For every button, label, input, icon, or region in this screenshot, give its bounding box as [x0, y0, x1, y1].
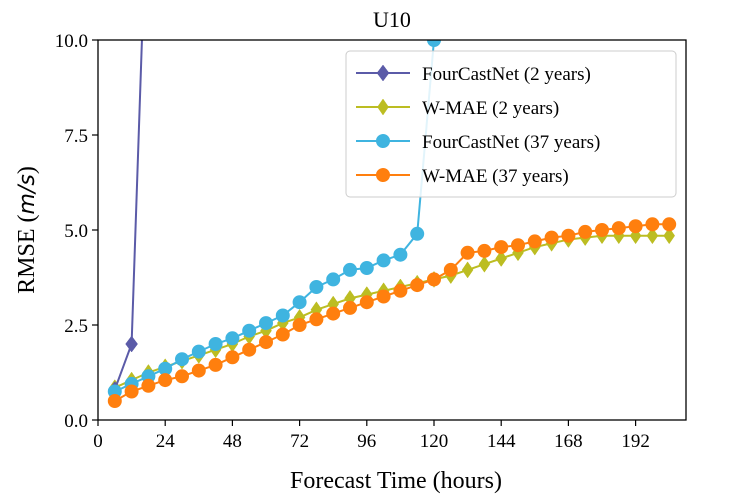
legend-label: W-MAE (37 years)	[422, 166, 569, 187]
data-point	[427, 40, 441, 47]
data-point	[495, 250, 508, 267]
data-point	[309, 312, 324, 327]
data-point	[578, 224, 593, 239]
data-point	[376, 289, 391, 304]
x-tick-label: 144	[487, 431, 516, 452]
data-point	[461, 261, 474, 279]
data-point	[427, 272, 441, 287]
data-point	[259, 335, 273, 350]
legend: FourCastNet (2 years) W-MAE (2 years) Four…	[345, 50, 677, 198]
data-point	[292, 295, 307, 310]
legend-marker	[376, 134, 390, 148]
data-point	[141, 378, 156, 393]
legend-frame	[345, 50, 677, 198]
y-label-unit: m/s	[15, 174, 40, 214]
data-point	[225, 331, 240, 346]
legend-marker	[376, 168, 390, 182]
data-point	[225, 350, 240, 365]
data-point	[191, 344, 206, 359]
data-point	[595, 223, 609, 237]
chart-title: U10	[373, 7, 411, 32]
data-point	[359, 261, 374, 275]
x-tick-label: 48	[223, 431, 242, 452]
y-tick-label: 10.0	[55, 31, 88, 52]
y-tick-label: 0.0	[64, 411, 88, 432]
data-point	[191, 363, 206, 378]
x-tick-label: 120	[420, 431, 449, 452]
legend-item: FourCastNet (2 years)	[356, 64, 591, 85]
series-line	[113, 40, 143, 390]
legend-label: FourCastNet (2 years)	[422, 64, 591, 85]
data-point	[124, 384, 139, 399]
data-point	[646, 227, 659, 245]
data-point	[309, 280, 324, 294]
legend-item: FourCastNet (37 years)	[356, 132, 600, 153]
data-point	[175, 352, 189, 367]
data-point	[410, 226, 425, 241]
data-point	[561, 228, 576, 243]
y-label-suffix: )	[14, 166, 40, 174]
data-point	[208, 357, 223, 372]
data-point	[107, 394, 122, 408]
data-point	[376, 253, 391, 268]
data-point	[410, 278, 425, 293]
data-point	[478, 255, 491, 273]
data-point	[275, 308, 290, 323]
tick-layer: 0 24 48 72 96 120 144 168 192 0.0 2.5 5.0 7.5 10.0	[55, 31, 650, 452]
data-point	[544, 230, 559, 245]
data-point	[494, 240, 509, 255]
data-point	[460, 245, 475, 260]
series-0	[108, 40, 143, 399]
series-layer	[107, 40, 677, 408]
data-point	[477, 243, 492, 258]
data-point	[125, 335, 138, 353]
data-point	[292, 318, 307, 332]
data-point	[242, 323, 257, 338]
data-point	[343, 300, 357, 315]
series-line	[114, 223, 670, 402]
data-point	[343, 262, 357, 277]
data-point	[393, 247, 408, 262]
data-point	[393, 283, 408, 298]
x-axis-label: Forecast Time (hours)	[290, 468, 502, 494]
data-point	[208, 337, 223, 351]
data-point	[663, 227, 676, 245]
data-point	[326, 272, 341, 287]
x-tick-label: 24	[156, 431, 176, 452]
data-point	[443, 262, 458, 277]
x-tick-label: 96	[357, 431, 376, 452]
data-point	[645, 217, 660, 232]
data-point	[242, 342, 257, 357]
legend-item: W-MAE (2 years)	[356, 98, 559, 119]
data-point	[662, 217, 677, 232]
series-line	[114, 234, 670, 389]
data-point	[158, 373, 173, 388]
x-tick-label: 72	[290, 431, 309, 452]
data-point	[511, 238, 525, 253]
data-point	[611, 221, 626, 236]
x-tick-label: 0	[93, 431, 103, 452]
data-point	[275, 327, 290, 342]
legend-item: W-MAE (37 years)	[356, 166, 569, 187]
x-tick-label: 168	[554, 431, 583, 452]
legend-label: FourCastNet (37 years)	[422, 132, 600, 153]
legend-marker	[376, 64, 390, 82]
y-tick-label: 5.0	[64, 221, 88, 242]
data-point	[259, 316, 273, 331]
legend-marker	[377, 98, 389, 116]
x-tick-label: 192	[621, 431, 650, 452]
y-tick-label: 2.5	[64, 316, 88, 337]
data-point	[175, 369, 189, 384]
data-point	[326, 306, 341, 321]
data-point	[527, 234, 542, 249]
y-tick-label: 7.5	[64, 126, 88, 147]
legend-label: W-MAE (2 years)	[422, 98, 559, 119]
data-point	[628, 219, 643, 234]
y-axis-label: RMSE (m/s)	[14, 166, 40, 294]
data-point	[359, 295, 374, 310]
y-label-prefix: RMSE (	[14, 214, 40, 293]
series-3	[107, 217, 677, 408]
